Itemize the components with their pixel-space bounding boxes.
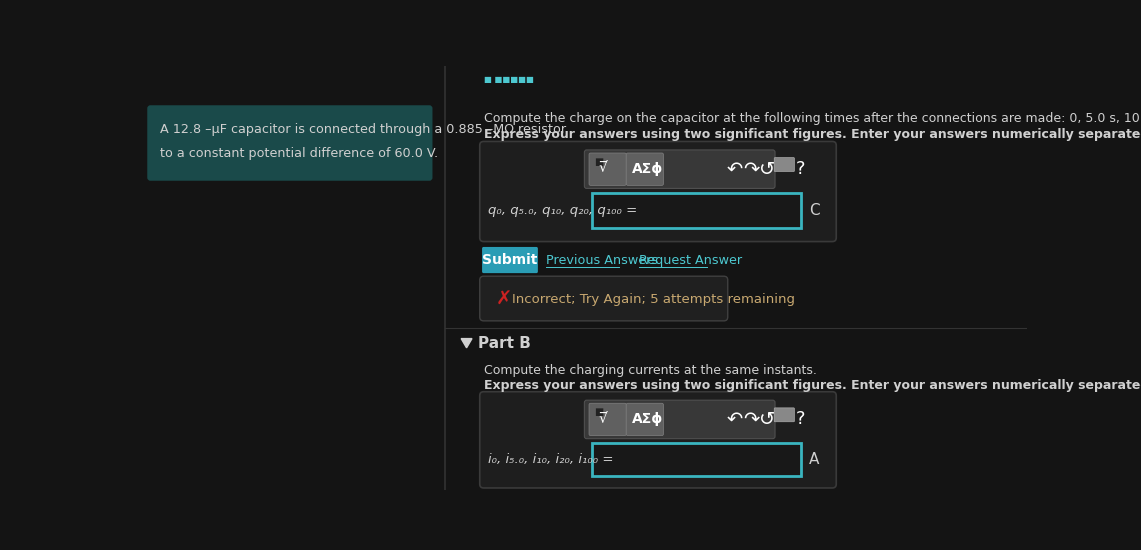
Text: C: C bbox=[809, 204, 819, 218]
Text: AΣϕ: AΣϕ bbox=[632, 412, 664, 426]
Text: A 12.8 –μF capacitor is connected through a 0.885 –MΩ resistor: A 12.8 –μF capacitor is connected throug… bbox=[160, 123, 566, 136]
FancyBboxPatch shape bbox=[584, 400, 775, 439]
Text: ?: ? bbox=[796, 410, 806, 428]
Text: ■ ■■■■■: ■ ■■■■■ bbox=[484, 75, 534, 84]
Text: Previous Answers: Previous Answers bbox=[545, 254, 657, 267]
Text: AΣϕ: AΣϕ bbox=[632, 162, 664, 176]
FancyBboxPatch shape bbox=[483, 247, 537, 273]
Text: Submit: Submit bbox=[483, 253, 537, 267]
FancyBboxPatch shape bbox=[775, 408, 794, 422]
Text: ↶: ↶ bbox=[726, 410, 743, 429]
Text: ↺: ↺ bbox=[759, 410, 775, 429]
Text: Request Answer: Request Answer bbox=[639, 254, 742, 267]
FancyBboxPatch shape bbox=[584, 150, 775, 189]
Text: ?: ? bbox=[796, 160, 806, 178]
Text: ■: ■ bbox=[593, 408, 602, 417]
Text: ↺: ↺ bbox=[759, 160, 775, 179]
Text: √̅: √̅ bbox=[598, 161, 607, 175]
Text: √̅: √̅ bbox=[598, 411, 607, 426]
FancyBboxPatch shape bbox=[589, 403, 626, 436]
FancyBboxPatch shape bbox=[775, 158, 794, 172]
Text: Compute the charge on the capacitor at the following times after the connections: Compute the charge on the capacitor at t… bbox=[484, 112, 1141, 125]
Text: ✗: ✗ bbox=[495, 290, 511, 309]
Text: i₀, i₅.₀, i₁₀, i₂₀, i₁₀₀ =: i₀, i₅.₀, i₁₀, i₂₀, i₁₀₀ = bbox=[487, 453, 613, 466]
Text: Incorrect; Try Again; 5 attempts remaining: Incorrect; Try Again; 5 attempts remaini… bbox=[511, 293, 794, 306]
FancyBboxPatch shape bbox=[147, 105, 432, 181]
Text: ↷: ↷ bbox=[743, 160, 760, 179]
Text: ↷: ↷ bbox=[743, 410, 760, 429]
Text: Express your answers using two significant figures. Enter your answers numerical: Express your answers using two significa… bbox=[484, 379, 1141, 392]
Text: Part B: Part B bbox=[478, 336, 531, 351]
Text: ↶: ↶ bbox=[726, 160, 743, 179]
Text: q₀, q₅.₀, q₁₀, q₂₀, q₁₀₀ =: q₀, q₅.₀, q₁₀, q₂₀, q₁₀₀ = bbox=[487, 204, 637, 217]
FancyBboxPatch shape bbox=[626, 403, 663, 436]
Text: Compute the charging currents at the same instants.: Compute the charging currents at the sam… bbox=[484, 364, 817, 377]
FancyBboxPatch shape bbox=[479, 141, 836, 241]
FancyBboxPatch shape bbox=[479, 392, 836, 488]
Polygon shape bbox=[461, 339, 472, 348]
Text: Express your answers using two significant figures. Enter your answers numerical: Express your answers using two significa… bbox=[484, 128, 1141, 141]
Bar bbox=[592, 443, 801, 476]
FancyBboxPatch shape bbox=[589, 153, 626, 185]
Text: ■: ■ bbox=[593, 157, 602, 167]
FancyBboxPatch shape bbox=[626, 153, 663, 185]
Bar bbox=[592, 193, 801, 228]
Text: to a constant potential difference of 60.0 V.: to a constant potential difference of 60… bbox=[160, 146, 438, 160]
FancyBboxPatch shape bbox=[479, 276, 728, 321]
Text: A: A bbox=[809, 452, 819, 467]
